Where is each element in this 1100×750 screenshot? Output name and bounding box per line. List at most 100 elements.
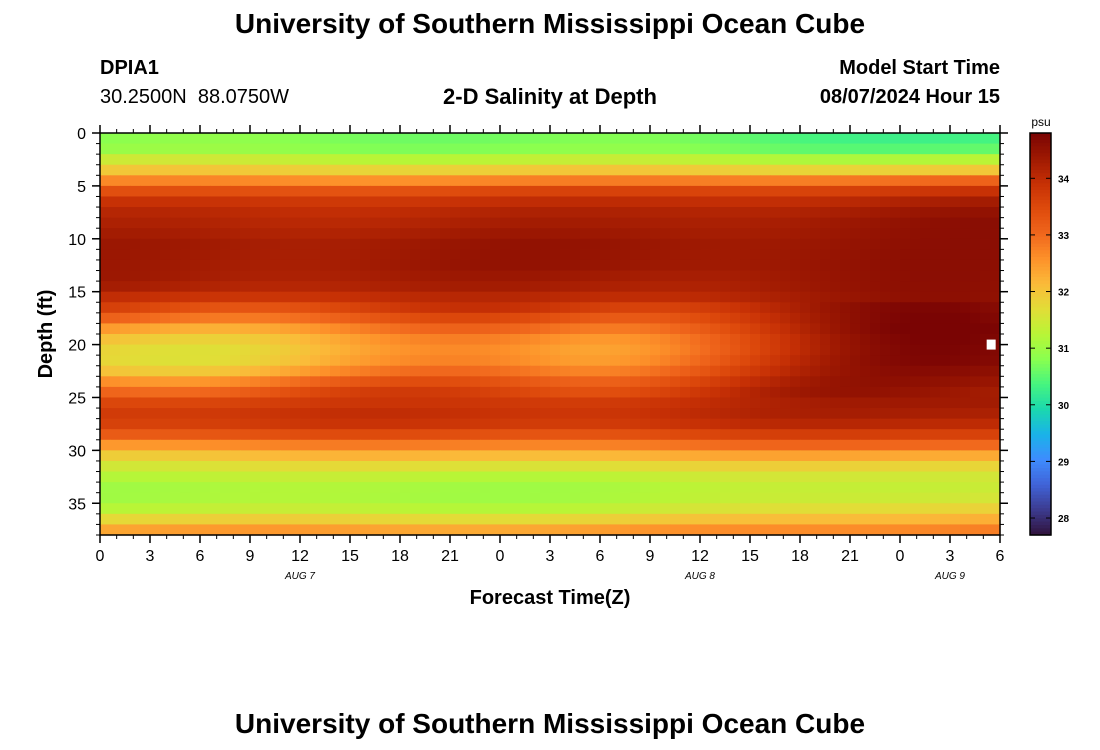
heatmap-cell: [270, 302, 281, 314]
heatmap-cell: [790, 270, 801, 282]
heatmap-cell: [260, 323, 271, 335]
heatmap-cell: [400, 471, 411, 483]
heatmap-cell: [550, 492, 561, 504]
heatmap-cell: [660, 228, 671, 240]
heatmap-cell: [850, 429, 861, 441]
heatmap-cell: [190, 439, 201, 451]
heatmap-cell: [420, 196, 431, 208]
heatmap-cell: [100, 471, 111, 483]
heatmap-cell: [210, 302, 221, 314]
heatmap-cell: [740, 323, 751, 335]
colorbar-cell: [1030, 337, 1051, 342]
heatmap-cell: [850, 471, 861, 483]
heatmap-cell: [910, 408, 921, 420]
heatmap-cell: [950, 133, 961, 145]
heatmap-cell: [960, 450, 971, 462]
heatmap-cell: [170, 270, 181, 282]
heatmap-cell: [730, 238, 741, 250]
heatmap-cell: [850, 386, 861, 399]
heatmap-cell: [550, 259, 561, 272]
heatmap-cell: [140, 471, 151, 483]
heatmap-cell: [200, 334, 211, 346]
heatmap-cell: [220, 418, 231, 430]
y-tick-label: 30: [68, 443, 86, 460]
heatmap-cell: [190, 291, 201, 303]
heatmap-cell: [990, 376, 1001, 388]
heatmap-cell: [680, 365, 691, 377]
heatmap-cell: [270, 217, 281, 229]
heatmap-cell: [550, 386, 561, 399]
heatmap-cell: [200, 196, 211, 208]
heatmap-cell: [970, 376, 981, 388]
heatmap-cell: [470, 281, 481, 293]
heatmap-cell: [240, 344, 251, 356]
heatmap-cell: [870, 334, 881, 346]
heatmap-cell: [940, 439, 951, 451]
heatmap-cell: [970, 217, 981, 229]
heatmap-cell: [290, 154, 301, 166]
heatmap-cell: [440, 503, 451, 515]
heatmap-cell: [650, 207, 661, 219]
heatmap-cell: [340, 249, 351, 261]
heatmap-cell: [470, 524, 481, 536]
heatmap-cell: [560, 185, 571, 198]
heatmap-cell: [540, 228, 551, 240]
heatmap-cell: [240, 302, 251, 314]
heatmap-cell: [750, 386, 761, 399]
heatmap-cell: [110, 418, 121, 430]
heatmap-cell: [510, 249, 521, 261]
heatmap-cell: [650, 312, 661, 325]
heatmap-cell: [390, 207, 401, 219]
heatmap-cell: [430, 133, 441, 145]
heatmap-cell: [240, 281, 251, 293]
heatmap-cell: [870, 175, 881, 187]
heatmap-cell: [750, 281, 761, 293]
heatmap-cell: [240, 471, 251, 483]
heatmap-cell: [250, 492, 261, 504]
colorbar-cell: [1030, 256, 1051, 261]
heatmap-cell: [160, 513, 171, 526]
heatmap-cell: [800, 281, 811, 293]
heatmap-cell: [100, 344, 111, 356]
heatmap-cell: [520, 164, 531, 176]
heatmap-cell: [650, 460, 661, 473]
heatmap-cell: [580, 259, 591, 272]
heatmap-cell: [780, 429, 791, 441]
heatmap-cell: [760, 238, 771, 250]
heatmap-cell: [930, 397, 941, 409]
heatmap-cell: [120, 249, 131, 261]
heatmap-cell: [420, 482, 431, 494]
heatmap-cell: [120, 492, 131, 504]
heatmap-cell: [660, 238, 671, 250]
heatmap-cell: [990, 312, 1001, 325]
heatmap-cell: [910, 365, 921, 377]
heatmap-cell: [750, 217, 761, 229]
heatmap-cell: [870, 376, 881, 388]
heatmap-cell: [210, 460, 221, 473]
heatmap-cell: [150, 429, 161, 441]
heatmap-cell: [510, 164, 521, 176]
heatmap-cell: [880, 460, 891, 473]
heatmap-cell: [990, 323, 1001, 335]
heatmap-cell: [750, 175, 761, 187]
heatmap-cell: [380, 259, 391, 272]
heatmap-cell: [650, 334, 661, 346]
heatmap-cell: [120, 460, 131, 473]
heatmap-cell: [520, 291, 531, 303]
heatmap-cell: [130, 460, 141, 473]
heatmap-cell: [910, 259, 921, 272]
heatmap-cell: [810, 270, 821, 282]
heatmap-cell: [320, 185, 331, 198]
heatmap-cell: [930, 164, 941, 176]
heatmap-cell: [630, 323, 641, 335]
heatmap-cell: [260, 439, 271, 451]
heatmap-cell: [330, 429, 341, 441]
heatmap-cell: [160, 524, 171, 536]
heatmap-cell: [500, 429, 511, 441]
heatmap-cell: [510, 133, 521, 145]
heatmap-cell: [500, 334, 511, 346]
heatmap-cell: [680, 302, 691, 314]
heatmap-cell: [400, 503, 411, 515]
heatmap-cell: [150, 291, 161, 303]
heatmap-cell: [750, 302, 761, 314]
